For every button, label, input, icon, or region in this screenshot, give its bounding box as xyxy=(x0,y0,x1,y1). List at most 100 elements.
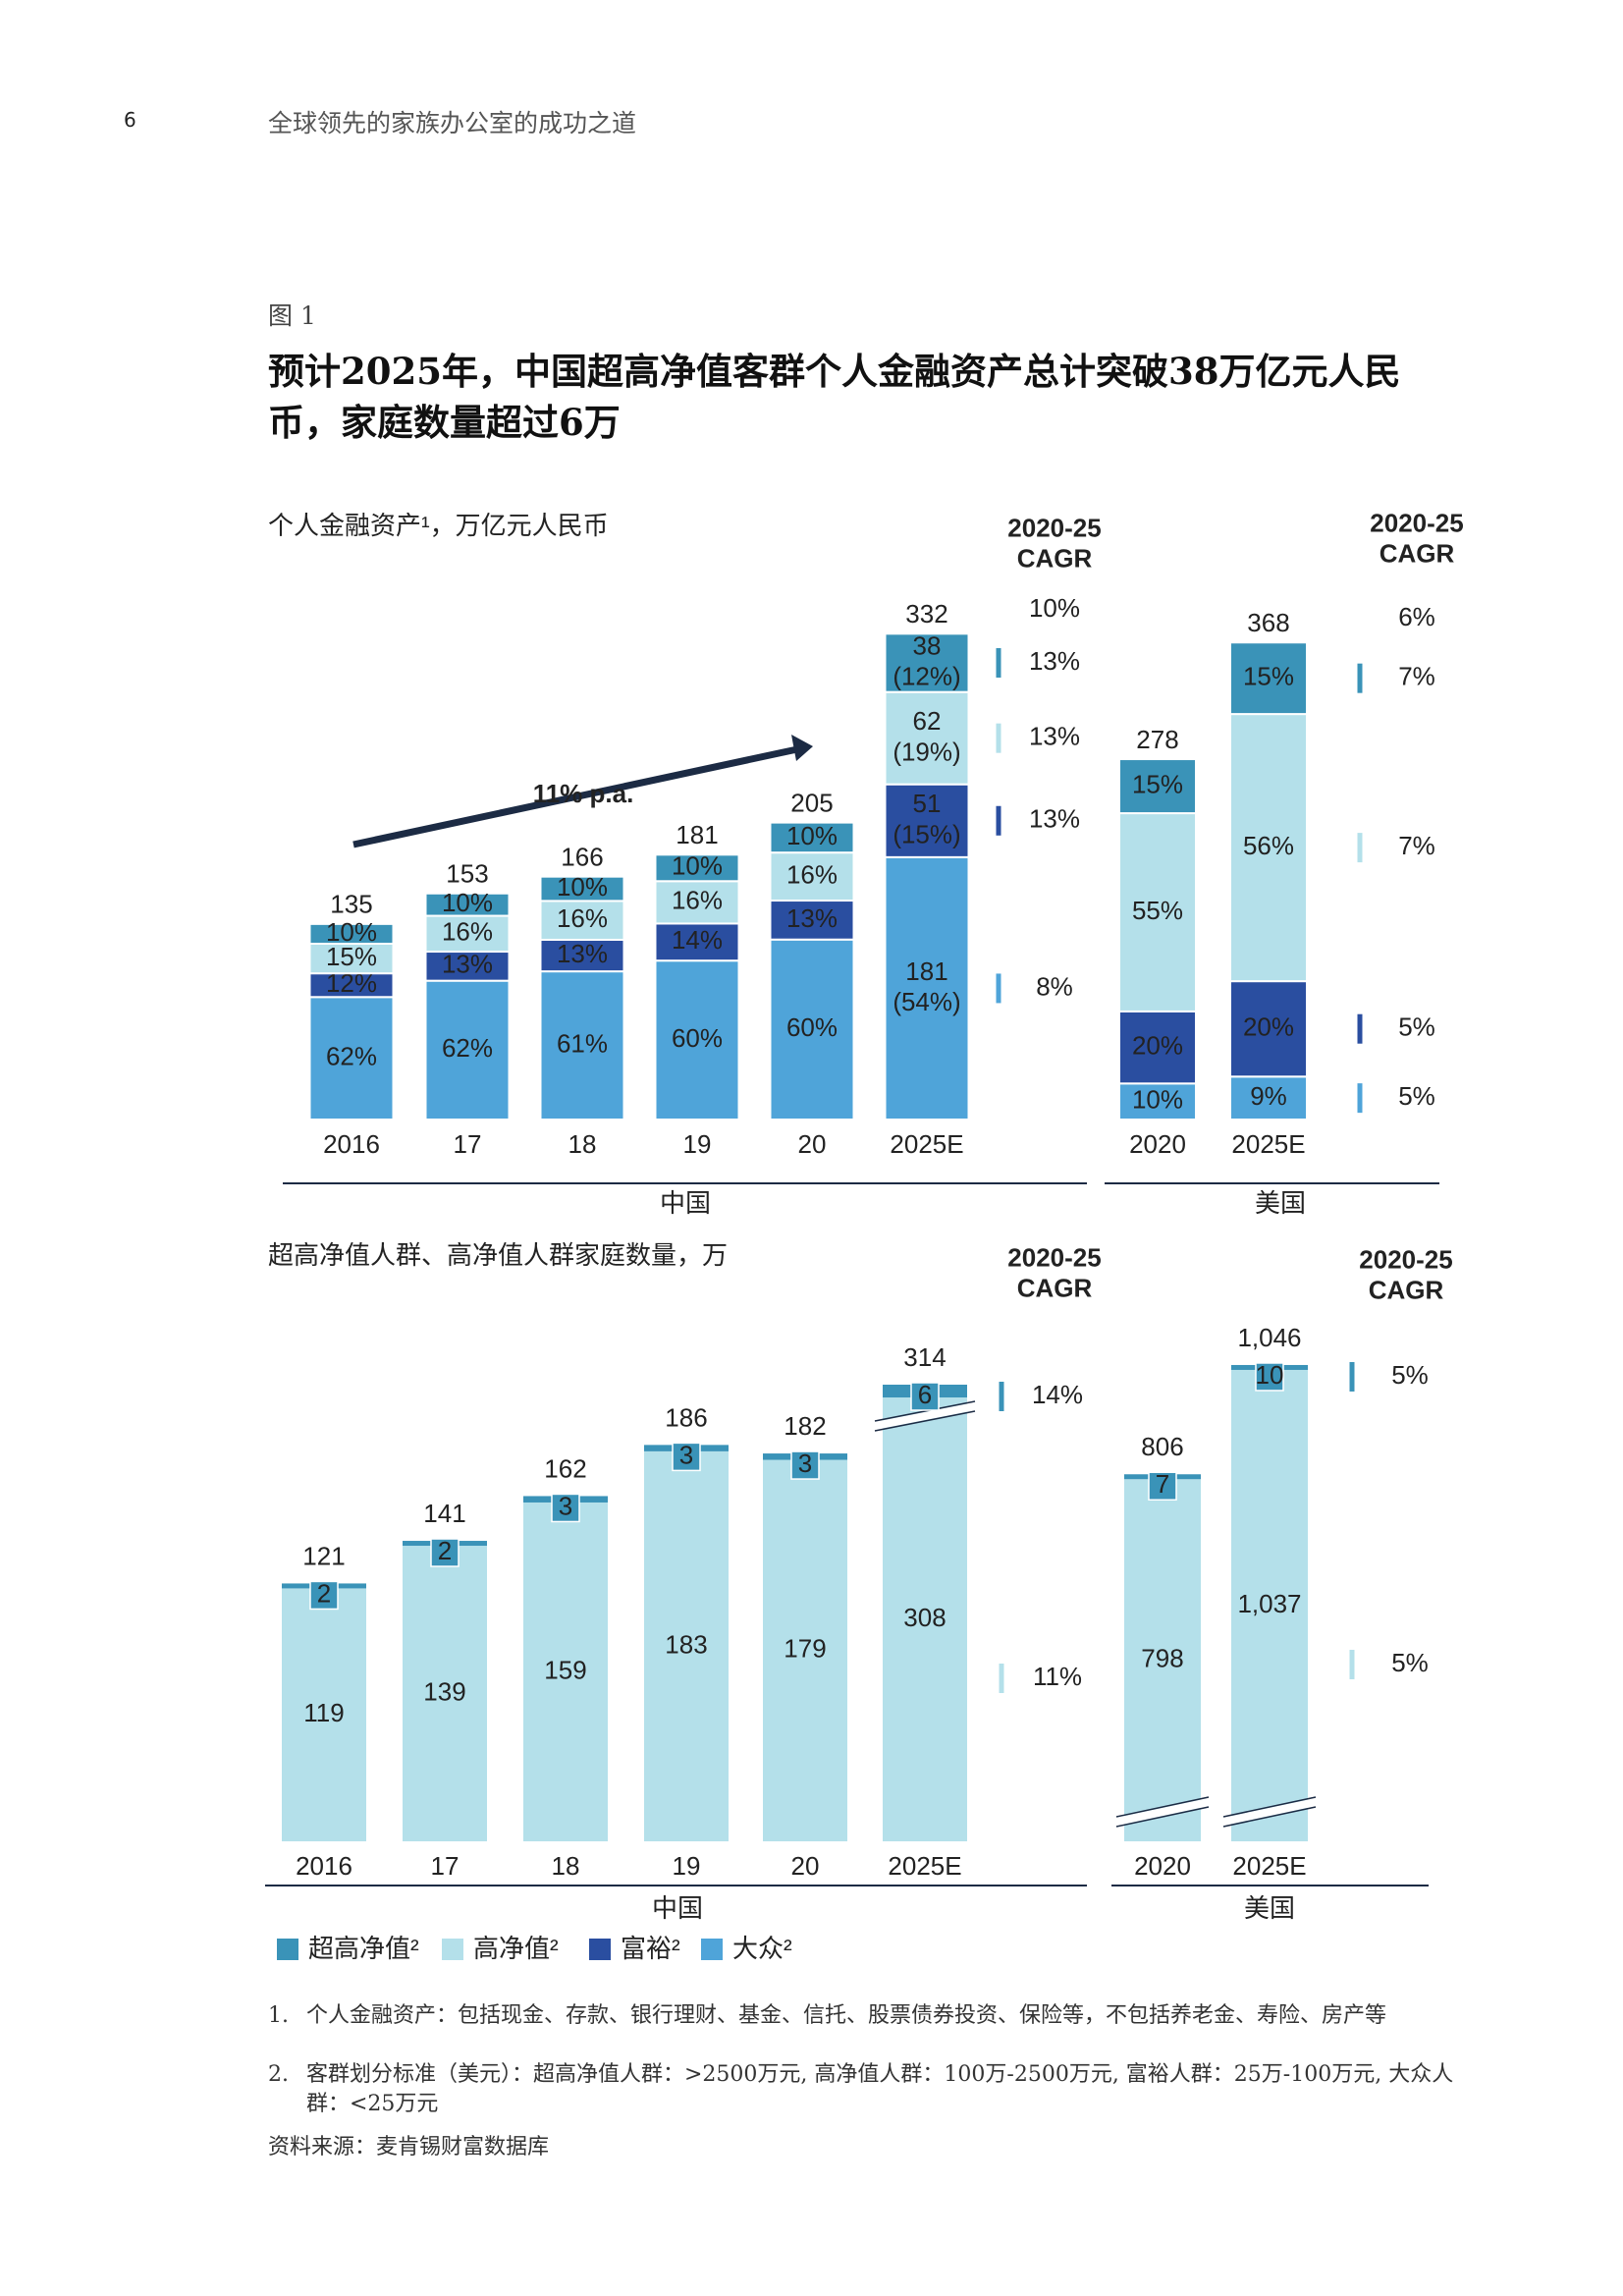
segment-label: 1,037 xyxy=(1237,1589,1301,1618)
label-box xyxy=(910,1382,940,1411)
bar-segment xyxy=(424,914,511,954)
segment-label: 55% xyxy=(1132,896,1183,925)
segment-label: 13% xyxy=(442,950,493,979)
total-label: 135 xyxy=(330,890,372,919)
total-label: 141 xyxy=(423,1499,465,1528)
x-tick-label: 17 xyxy=(454,1129,482,1159)
cagr-marker xyxy=(1357,1013,1363,1044)
x-tick-label: 2020 xyxy=(1129,1129,1186,1159)
bar-segment xyxy=(654,959,740,1121)
x-tick-label: 17 xyxy=(431,1851,460,1881)
segment-label: 16% xyxy=(557,903,608,933)
bar-segment xyxy=(1118,1010,1197,1085)
trend-arrow xyxy=(352,745,798,848)
bar-segment xyxy=(424,892,511,917)
segment-label: 181 (54%) xyxy=(893,957,960,1016)
segment-label: 10% xyxy=(442,888,493,917)
x-tick-label: 19 xyxy=(683,1129,712,1159)
cagr-marker xyxy=(1349,1361,1355,1392)
total-label: 182 xyxy=(784,1411,826,1441)
bar-segment xyxy=(1229,641,1308,716)
legend-label: 超高净值² xyxy=(308,1934,419,1963)
segment-label: 183 xyxy=(665,1629,707,1659)
segment-label: 16% xyxy=(786,859,838,889)
figure-title: 预计2025年，中国超高净值客群个人金融资产总计突破38万亿元人民币，家庭数量超… xyxy=(268,350,1401,444)
bar-segment xyxy=(1118,1082,1197,1121)
segment-label: 3 xyxy=(559,1491,572,1520)
total-label: 186 xyxy=(665,1402,707,1432)
segment-label: 60% xyxy=(786,1012,838,1042)
total-label: 1,046 xyxy=(1237,1323,1301,1352)
axis-break xyxy=(1222,1806,1317,1828)
axis-break xyxy=(1115,1798,1210,1826)
bar-segment xyxy=(654,853,740,883)
segment-label: 15% xyxy=(1132,769,1183,798)
x-tick-label: 2020 xyxy=(1134,1851,1191,1881)
segment-label: 20% xyxy=(1243,1012,1294,1042)
segment-label: 10% xyxy=(326,917,377,947)
cagr-heading: 2020-25 CAGR xyxy=(1007,1242,1101,1302)
bar-segment xyxy=(883,1397,967,1841)
segment-label: 13% xyxy=(786,903,838,933)
segment-label: 2 xyxy=(438,1536,452,1565)
x-tick-label: 2025E xyxy=(1231,1129,1305,1159)
axis-break xyxy=(874,1410,976,1432)
bar-segment xyxy=(424,979,511,1121)
segment-label: 3 xyxy=(679,1440,693,1469)
bar-segment xyxy=(654,880,740,925)
x-tick-label: 20 xyxy=(798,1129,827,1159)
bar-segment xyxy=(884,690,970,786)
bar-segment xyxy=(308,942,395,975)
source: 资料来源：麦肯锡财富数据库 xyxy=(268,2135,550,2159)
segment-label: 61% xyxy=(557,1028,608,1058)
bar-segment xyxy=(763,1459,847,1841)
cagr-value: 5% xyxy=(1391,1648,1429,1677)
x-tick-label: 20 xyxy=(791,1851,820,1881)
segment-label: 62% xyxy=(442,1033,493,1063)
cagr-heading: 2020-25 CAGR xyxy=(1370,508,1463,568)
segment-label: 159 xyxy=(544,1655,586,1684)
bar-segment xyxy=(884,632,970,693)
axis-break xyxy=(1115,1796,1210,1818)
total-label: 181 xyxy=(676,820,718,849)
bar-segment xyxy=(1231,1369,1308,1841)
bar-segment xyxy=(884,855,970,1121)
total-label: 121 xyxy=(302,1541,345,1570)
total-label: 153 xyxy=(446,859,488,889)
segment-label: 119 xyxy=(303,1698,344,1727)
bar-segment xyxy=(1229,713,1308,983)
segment-label: 139 xyxy=(423,1676,465,1706)
total-label: 314 xyxy=(903,1342,946,1372)
group-label: 美国 xyxy=(1244,1893,1295,1923)
segment-label: 308 xyxy=(903,1603,946,1632)
cagr-marker xyxy=(1357,663,1363,693)
cagr-value: 5% xyxy=(1398,1081,1435,1111)
cagr-value: 13% xyxy=(1029,722,1080,751)
annotation: 11% p.a. xyxy=(533,779,634,808)
x-tick-label: 19 xyxy=(673,1851,701,1881)
cagr-marker xyxy=(996,805,1001,836)
total-label: 368 xyxy=(1247,608,1289,637)
segment-label: 51 (15%) xyxy=(893,789,960,848)
bar-segment xyxy=(403,1546,487,1841)
segment-label: 60% xyxy=(672,1023,723,1053)
segment-label: 179 xyxy=(784,1634,826,1664)
cagr-value: 5% xyxy=(1398,1012,1435,1042)
bar-segment xyxy=(769,900,855,941)
segment-label: 7 xyxy=(1156,1469,1169,1499)
cagr-marker xyxy=(996,973,1001,1004)
segment-label: 798 xyxy=(1141,1644,1183,1673)
segment-label: 13% xyxy=(557,939,608,968)
cagr-value: 7% xyxy=(1398,831,1435,860)
bar-segment xyxy=(769,851,855,902)
cagr-value: 5% xyxy=(1391,1360,1429,1390)
bar-segment xyxy=(539,938,625,973)
label-box xyxy=(790,1450,820,1480)
total-label: 205 xyxy=(790,788,833,817)
x-tick-label: 18 xyxy=(568,1129,597,1159)
cagr-marker xyxy=(999,1382,1004,1411)
footnote-text: 个人金融资产：包括现金、存款、银行理财、基金、信托、股票债券投资、保险等，不包括… xyxy=(306,2003,1387,2028)
cagr-value: 8% xyxy=(1036,971,1073,1001)
chart-subtitle: 超高净值人群、高净值人群家庭数量，万 xyxy=(268,1240,728,1270)
